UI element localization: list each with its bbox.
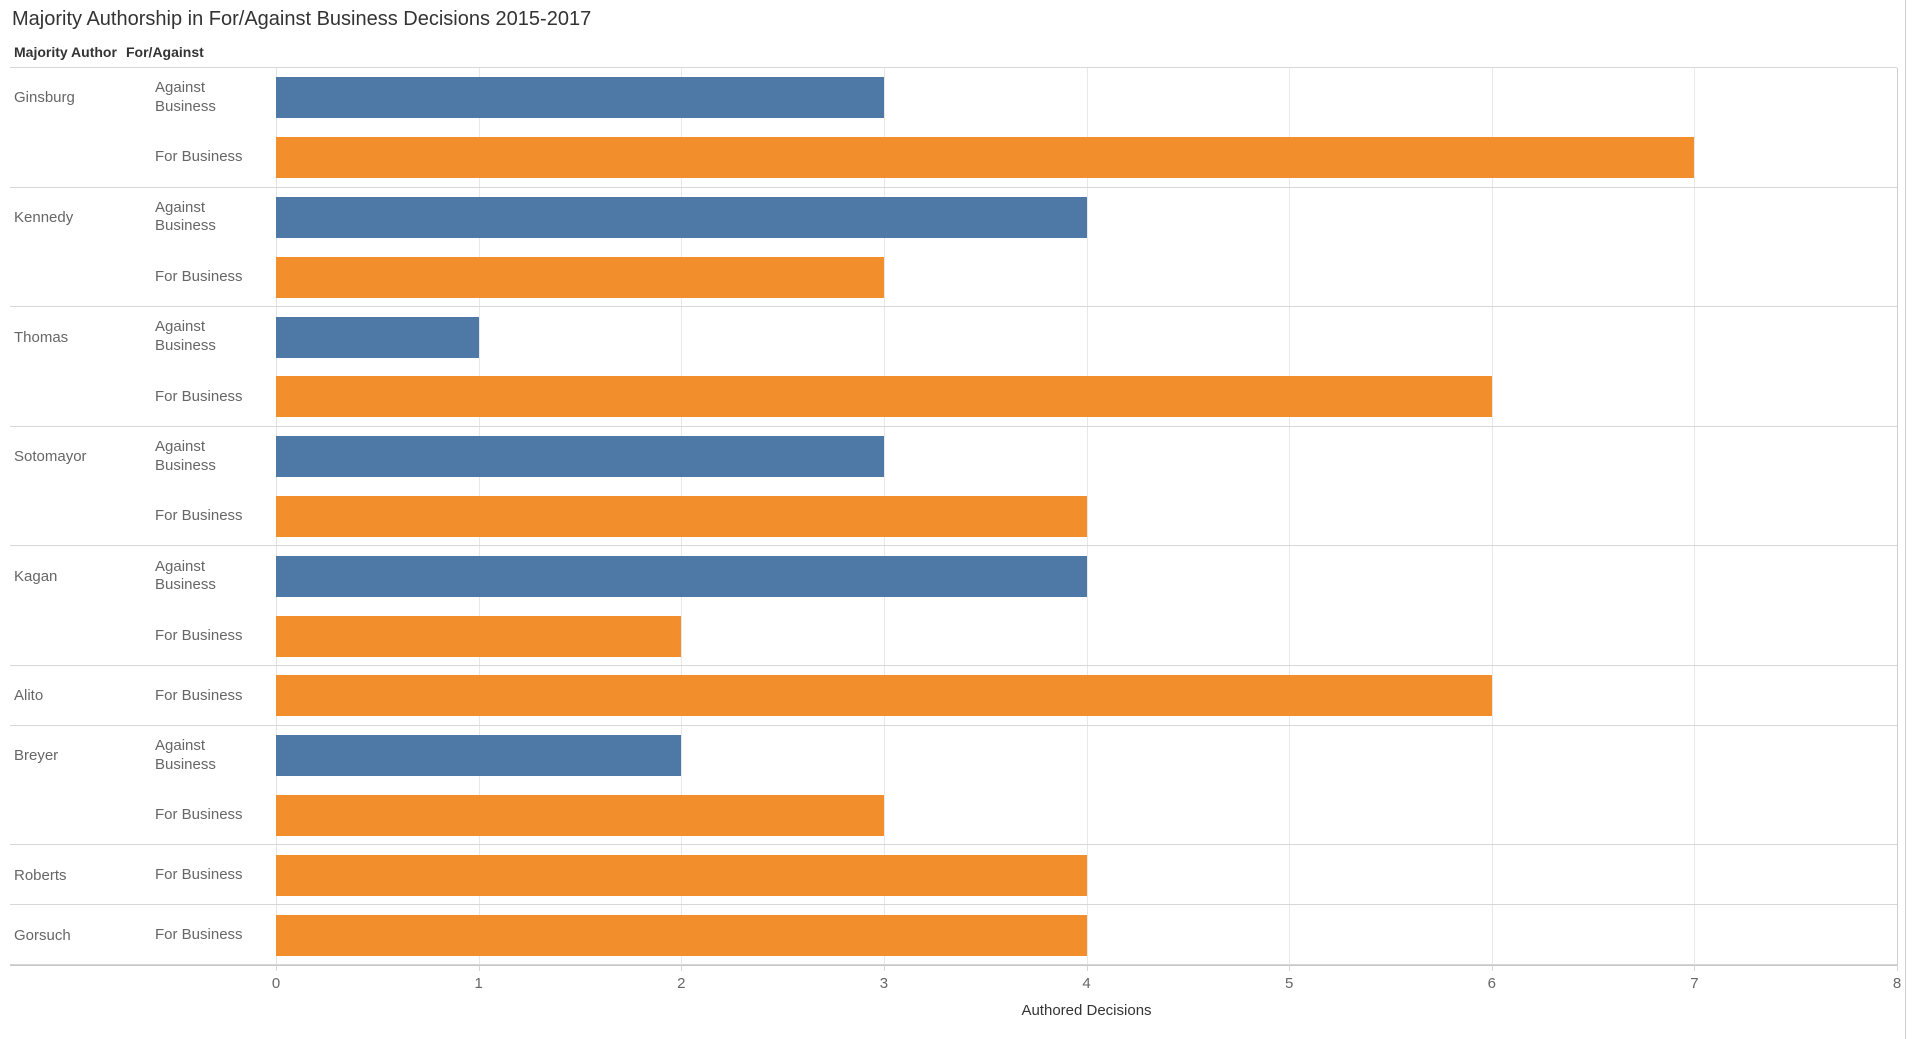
author-label-sotomayor: Sotomayor [14, 448, 87, 466]
gridline-5 [1289, 68, 1291, 965]
bar-row-ginsburg-against-business: Against Business [10, 68, 1897, 128]
x-axis-tick-3 [883, 965, 885, 971]
x-axis-tick-label-3: 3 [879, 975, 889, 992]
x-axis-tick-label-6: 6 [1487, 975, 1496, 992]
bar-row-thomas-against-business: Against Business [10, 307, 1897, 367]
row-group-breyer: Breyer Against Business For Business [10, 726, 1897, 846]
author-label-kagan: Kagan [14, 567, 58, 585]
x-axis-tick-label-8: 8 [1892, 975, 1902, 992]
gridline-6 [1491, 68, 1493, 965]
category-label: For Business [155, 626, 243, 644]
author-label-roberts: Roberts [14, 866, 67, 884]
bar-sotomayor-for-business[interactable] [276, 495, 1087, 537]
bar-row-kagan-for-business: For Business [10, 606, 1897, 666]
bar-row-breyer-against-business: Against Business [10, 726, 1897, 786]
bar-row-gorsuch-for-business: For Business [10, 905, 1897, 965]
x-axis-tick-label-7: 7 [1690, 975, 1699, 992]
author-label-thomas: Thomas [14, 328, 69, 346]
author-label-kennedy: Kennedy [14, 208, 74, 226]
bar-breyer-for-business[interactable] [276, 794, 884, 836]
category-label: For Business [155, 507, 243, 525]
gridline-7 [1694, 68, 1696, 965]
bar-alito-for-business[interactable] [276, 675, 1492, 717]
row-group-sotomayor: Sotomayor Against Business For Business [10, 427, 1897, 547]
bar-thomas-against-business[interactable] [276, 316, 479, 358]
author-label-alito: Alito [14, 687, 44, 705]
x-axis-tick-label-5: 5 [1284, 975, 1294, 992]
x-axis-tick-8 [1897, 965, 1898, 971]
row-group-roberts: Roberts For Business [10, 845, 1897, 906]
author-label-ginsburg: Ginsburg [14, 89, 75, 107]
chart-area: Ginsburg Against Business For Business Kenn… [10, 68, 1901, 1019]
category-label: For Business [155, 806, 243, 824]
bar-row-kennedy-against-business: Against Business [10, 188, 1897, 248]
row-group-alito: Alito For Business [10, 666, 1897, 726]
x-axis-tick-label-2: 2 [677, 975, 686, 992]
x-axis-line [10, 965, 1897, 966]
bar-row-ginsburg-for-business: For Business [10, 128, 1897, 188]
chart-title: Majority Authorship in For/Against Busin… [12, 8, 592, 30]
bar-row-kagan-against-business: Against Business [10, 546, 1897, 606]
category-label: For Business [155, 148, 243, 166]
bar-roberts-for-business[interactable] [276, 854, 1087, 896]
x-axis-tick-0 [276, 965, 277, 971]
category-label: For Business [155, 925, 243, 943]
bar-row-sotomayor-against-business: Against Business [10, 427, 1897, 487]
category-label: Against Business [155, 79, 216, 115]
bar-thomas-for-business[interactable] [276, 376, 1492, 418]
row-group-ginsburg: Ginsburg Against Business For Business [10, 68, 1897, 188]
category-label: Against Business [155, 198, 216, 235]
category-label: For Business [155, 387, 243, 405]
bar-kagan-against-business[interactable] [276, 555, 1087, 597]
category-label: Against Business [155, 736, 216, 773]
gridline-8 [1897, 68, 1898, 965]
bar-breyer-against-business[interactable] [276, 735, 682, 777]
x-axis-title: Authored Decisions [1021, 1002, 1152, 1019]
x-axis-tick-label-0: 0 [271, 975, 281, 992]
bar-sotomayor-against-business[interactable] [276, 436, 884, 478]
bar-kennedy-against-business[interactable] [276, 196, 1087, 238]
x-axis-tick-5 [1289, 965, 1291, 971]
category-label: Against Business [155, 557, 216, 594]
x-axis-tick-4 [1086, 965, 1088, 971]
category-label: For Business [155, 865, 243, 883]
right-pane-border [1905, 0, 1906, 1039]
bar-row-roberts-for-business: For Business [10, 845, 1897, 905]
column-header-for-against: For/Against [126, 44, 204, 60]
gridline-4 [1086, 68, 1088, 965]
x-axis-tick-7 [1694, 965, 1696, 971]
category-label: For Business [155, 686, 243, 704]
bar-kagan-for-business[interactable] [276, 615, 682, 657]
bar-row-breyer-for-business: For Business [10, 786, 1897, 846]
row-group-gorsuch: Gorsuch For Business [10, 905, 1897, 965]
bar-ginsburg-for-business[interactable] [276, 137, 1695, 179]
x-axis-tick-label-4: 4 [1082, 975, 1091, 992]
bar-gorsuch-for-business[interactable] [276, 914, 1087, 956]
row-group-kennedy: Kennedy Against Business For Business [10, 188, 1897, 308]
x-axis-tick-label-1: 1 [474, 975, 483, 992]
bar-row-thomas-for-business: For Business [10, 367, 1897, 427]
row-group-thomas: Thomas Against Business For Business [10, 307, 1897, 427]
bar-row-alito-for-business: For Business [10, 666, 1897, 726]
bar-row-kennedy-for-business: For Business [10, 247, 1897, 307]
bar-kennedy-for-business[interactable] [276, 256, 884, 298]
column-header-majority-author: Majority Author [14, 44, 117, 60]
category-label: Against Business [155, 318, 216, 355]
author-label-gorsuch: Gorsuch [14, 926, 71, 944]
category-label: Against Business [155, 437, 216, 474]
bar-row-sotomayor-for-business: For Business [10, 487, 1897, 547]
header-divider [10, 67, 1897, 68]
bar-ginsburg-against-business[interactable] [276, 77, 884, 119]
category-label: For Business [155, 267, 243, 285]
x-axis-tick-6 [1491, 965, 1493, 971]
author-label-breyer: Breyer [14, 747, 59, 765]
x-axis-tick-1 [478, 965, 480, 971]
row-group-kagan: Kagan Against Business For Business [10, 546, 1897, 666]
x-axis-tick-2 [681, 965, 683, 971]
